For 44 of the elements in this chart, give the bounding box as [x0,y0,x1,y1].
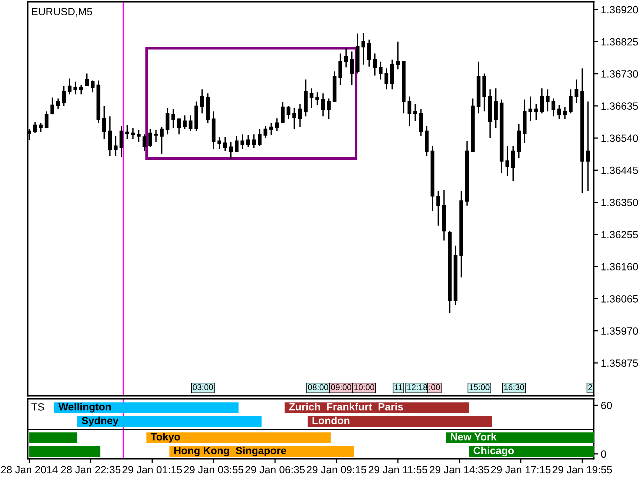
x-tick-label: 29 Jan 19:55 [552,466,612,474]
x-tick-label: 28 Jan 2014 [1,466,58,474]
y-tick-label: 1.36635 [602,102,638,110]
x-tick-label: 29 Jan 01:15 [122,466,182,474]
text: EURUSD,M5 [32,8,92,17]
x-tick-label: 29 Jan 11:55 [368,466,428,474]
y-tick-label: 0 [601,450,606,458]
annotation: 10:00 [354,384,375,390]
y-tick-label: 1.36825 [602,38,638,46]
x-tick-label: 29 Jan 06:35 [246,466,305,474]
series-label: New York [451,433,497,441]
annotation: 08:00 [308,384,328,390]
x-tick-label: 29 Jan 17:15 [491,466,551,474]
y-tick-label: 1.36730 [602,70,638,78]
y-tick-label: 60 [601,402,612,410]
y-tick-label: 1.36255 [602,231,638,239]
annotation: 16:30 [504,384,524,390]
annotation: 11 [394,384,403,390]
y-tick-label: 1.36540 [602,134,638,142]
y-tick-label: 1.36065 [602,295,638,303]
chart-title: TS [32,403,44,411]
series-label: Tokyo [150,433,180,443]
series-label: Chicago [474,446,514,457]
series-label: London [312,416,350,424]
x-tick-label: 28 Jan 22:35 [61,466,121,474]
y-tick-label: 1.36920 [602,6,638,14]
y-tick-label: 1.35875 [602,360,638,368]
y-tick-label: 1.36350 [602,199,638,206]
series-label: Wellington [58,403,112,413]
annotation: 2 [588,384,592,390]
series-label: Zurich Frankfurt Paris [289,403,404,411]
x-tick-label: 29 Jan 14:35 [430,466,490,474]
y-tick-label: 1.36160 [602,263,638,271]
series-label: Hong Kong Singapore [174,446,286,457]
annotation: 03:00 [193,384,214,390]
y-tick-label: 1.36445 [602,166,638,174]
annotation: 12:18 [408,384,428,390]
series-label: Sydney [82,416,119,427]
x-tick-label: 29 Jan 03:55 [184,466,244,474]
annotation: 09:00 [331,384,352,390]
annotation: 15:00 [470,384,490,390]
x-tick-label: 29 Jan 09:15 [307,466,366,474]
y-tick-label: 1.35970 [602,328,638,335]
annotation: :00 [430,384,440,390]
